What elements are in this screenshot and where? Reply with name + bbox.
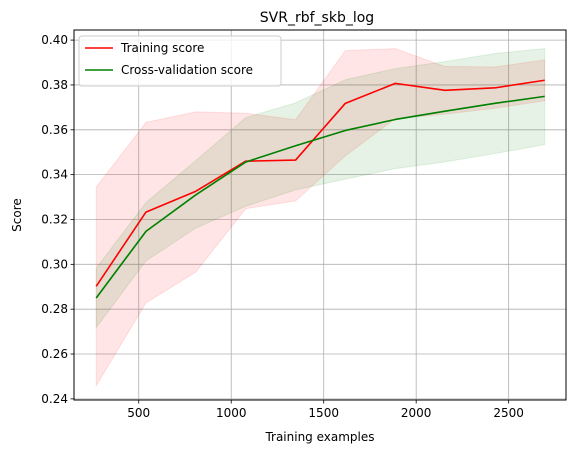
chart-title: SVR_rbf_skb_log bbox=[260, 10, 374, 26]
score-bands bbox=[95, 48, 546, 388]
y-tick-label: 0.36 bbox=[41, 123, 68, 137]
x-tick-label: 2500 bbox=[493, 406, 524, 420]
y-tick-label: 0.40 bbox=[41, 33, 68, 47]
y-tick-label: 0.24 bbox=[41, 392, 68, 406]
legend-box bbox=[78, 35, 282, 87]
y-tick-label: 0.30 bbox=[41, 257, 68, 271]
y-tick-label: 0.34 bbox=[41, 168, 68, 182]
y-axis-label: Score bbox=[10, 198, 24, 232]
grid bbox=[74, 30, 566, 400]
legend-label-training: Training score bbox=[120, 41, 204, 55]
x-tick-label: 2000 bbox=[401, 406, 432, 420]
y-tick-label: 0.38 bbox=[41, 78, 68, 92]
y-tick-label: 0.28 bbox=[41, 302, 68, 316]
axis-ticks: 500 1000 1500 2000 2500 0.24 0.26 0.28 0.30 0.32 0… bbox=[41, 33, 524, 420]
x-axis-label: Training examples bbox=[264, 430, 374, 444]
y-tick-label: 0.26 bbox=[41, 347, 68, 361]
line-training bbox=[95, 79, 545, 287]
legend-label-cross-validation: Cross-validation score bbox=[121, 63, 253, 77]
line-cross-validation bbox=[95, 95, 545, 299]
y-tick-label: 0.32 bbox=[41, 212, 68, 226]
score-lines bbox=[95, 79, 545, 299]
band-training bbox=[95, 48, 546, 388]
band-cross-validation bbox=[95, 48, 546, 330]
plot-frame bbox=[73, 29, 567, 401]
x-tick-label: 500 bbox=[127, 406, 150, 420]
x-tick-label: 1500 bbox=[308, 406, 339, 420]
legend: Training score Cross-validation score bbox=[78, 35, 282, 87]
x-tick-label: 1000 bbox=[216, 406, 247, 420]
